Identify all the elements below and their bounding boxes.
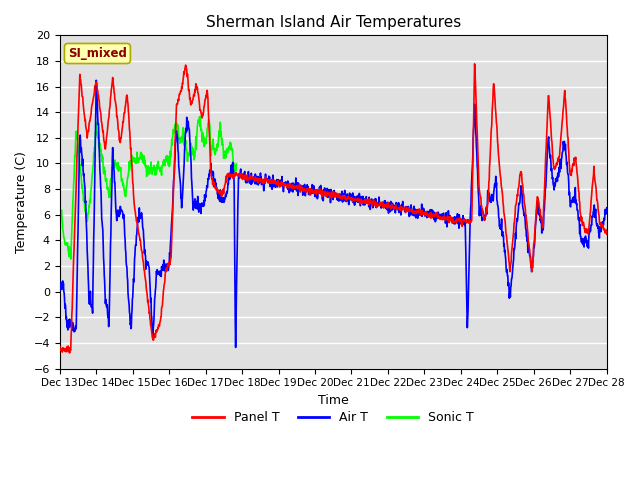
Panel T xyxy=(99,126,106,132)
Panel T xyxy=(603,231,611,237)
Air T xyxy=(92,77,100,83)
Text: SI_mixed: SI_mixed xyxy=(68,47,127,60)
Panel T xyxy=(121,110,129,116)
Air T xyxy=(603,205,611,211)
Panel T xyxy=(367,199,375,205)
Air T xyxy=(232,345,239,350)
Panel T xyxy=(66,350,74,356)
Sonic T xyxy=(56,204,63,210)
Air T xyxy=(289,182,296,188)
Sonic T xyxy=(99,159,106,165)
Panel T xyxy=(310,190,317,195)
Air T xyxy=(300,183,308,189)
Panel T xyxy=(471,61,479,67)
Panel T xyxy=(56,344,63,349)
Line: Sonic T: Sonic T xyxy=(60,117,236,259)
Panel T xyxy=(289,186,296,192)
Air T xyxy=(310,183,317,189)
Air T xyxy=(121,232,129,238)
Legend: Panel T, Air T, Sonic T: Panel T, Air T, Sonic T xyxy=(188,406,479,429)
Sonic T xyxy=(120,187,128,192)
X-axis label: Time: Time xyxy=(318,394,349,407)
Air T xyxy=(99,224,106,229)
Air T xyxy=(368,196,376,202)
Title: Sherman Island Air Temperatures: Sherman Island Air Temperatures xyxy=(205,15,461,30)
Line: Air T: Air T xyxy=(60,80,607,348)
Y-axis label: Temperature (C): Temperature (C) xyxy=(15,151,28,253)
Air T xyxy=(56,282,63,288)
Panel T xyxy=(300,187,307,193)
Line: Panel T: Panel T xyxy=(60,64,607,353)
